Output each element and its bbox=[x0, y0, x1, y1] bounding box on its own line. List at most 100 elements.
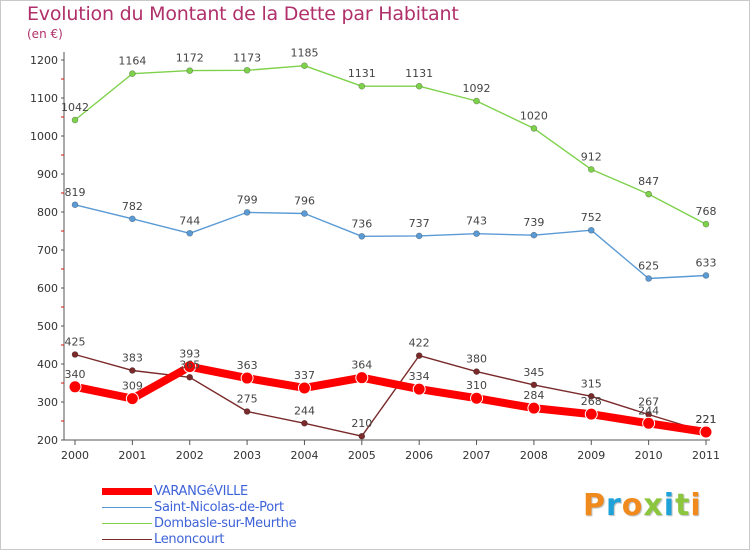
data-point bbox=[642, 416, 656, 430]
data-point bbox=[129, 367, 136, 374]
data-point bbox=[186, 229, 194, 237]
data-label: 221 bbox=[696, 413, 717, 426]
data-point bbox=[71, 116, 79, 124]
y-axis-unit: (en €) bbox=[27, 27, 63, 41]
data-label: 737 bbox=[409, 217, 430, 230]
x-tick-label: 2003 bbox=[233, 449, 261, 462]
legend-label: VARANGéVILLE bbox=[154, 484, 248, 499]
data-point bbox=[301, 419, 308, 427]
logo-letter: t bbox=[675, 488, 691, 523]
data-point bbox=[527, 401, 541, 415]
series-line-2 bbox=[74, 64, 707, 225]
data-label: 1131 bbox=[405, 67, 433, 80]
data-label: 752 bbox=[581, 211, 602, 224]
data-label: 1185 bbox=[290, 47, 318, 60]
logo-letter: P bbox=[583, 488, 606, 523]
data-label: 364 bbox=[351, 359, 372, 372]
data-label: 221 bbox=[696, 413, 717, 426]
data-point bbox=[530, 125, 538, 132]
data-point bbox=[297, 381, 311, 395]
data-label: 1092 bbox=[463, 82, 491, 95]
y-tick-label: 600 bbox=[37, 282, 58, 295]
data-point bbox=[699, 425, 713, 439]
data-label: 1164 bbox=[118, 55, 146, 68]
data-label: 345 bbox=[523, 366, 544, 379]
data-point bbox=[183, 360, 197, 374]
x-tick-label: 2009 bbox=[577, 449, 605, 462]
proxiti-logo: Proxiti bbox=[583, 488, 702, 523]
data-point bbox=[301, 62, 308, 69]
data-point bbox=[415, 352, 423, 359]
data-label: 1020 bbox=[520, 109, 548, 122]
x-tick-label: 2010 bbox=[635, 449, 663, 462]
legend-swatch bbox=[102, 539, 152, 540]
y-tick-label: 300 bbox=[37, 396, 58, 409]
x-tick-label: 2005 bbox=[348, 449, 376, 462]
data-label: 799 bbox=[237, 193, 258, 206]
data-point bbox=[68, 380, 82, 394]
legend-swatch bbox=[102, 523, 152, 524]
legend-label: Saint-Nicolas-de-Port bbox=[154, 500, 284, 515]
data-label: 393 bbox=[179, 348, 200, 361]
data-point bbox=[129, 70, 136, 77]
data-point bbox=[412, 382, 426, 396]
chart-title: Evolution du Montant de la Dette par Hab… bbox=[27, 3, 459, 25]
y-tick-label: 700 bbox=[37, 244, 58, 257]
logo-letter: o bbox=[621, 488, 644, 523]
data-point bbox=[186, 67, 194, 74]
data-label: 337 bbox=[294, 369, 315, 382]
data-label: 768 bbox=[696, 205, 717, 218]
series-line-1 bbox=[74, 204, 707, 280]
data-point bbox=[358, 82, 366, 90]
data-label: 633 bbox=[696, 256, 717, 269]
data-label: 782 bbox=[122, 200, 143, 213]
data-point bbox=[473, 97, 480, 105]
data-point bbox=[71, 201, 79, 209]
data-label: 380 bbox=[466, 353, 487, 366]
data-label: 310 bbox=[466, 379, 487, 392]
data-point bbox=[530, 231, 538, 239]
data-label: 744 bbox=[179, 214, 200, 227]
y-tick-label: 500 bbox=[37, 320, 58, 333]
data-point bbox=[645, 275, 652, 282]
x-tick-label: 2001 bbox=[118, 449, 146, 462]
data-label: 267 bbox=[638, 396, 659, 409]
logo-letter: x bbox=[643, 488, 664, 523]
data-point bbox=[243, 209, 251, 216]
data-point bbox=[358, 233, 366, 240]
data-label: 739 bbox=[523, 216, 544, 229]
data-label: 309 bbox=[122, 380, 143, 393]
data-point bbox=[702, 272, 710, 279]
logo-letter: i bbox=[663, 488, 676, 523]
x-tick-label: 2011 bbox=[692, 449, 720, 462]
data-label: 315 bbox=[581, 377, 602, 390]
data-point bbox=[243, 408, 251, 415]
series-line-0 bbox=[71, 362, 710, 436]
data-label: 847 bbox=[638, 175, 659, 188]
data-label: 819 bbox=[65, 186, 86, 199]
data-label: 383 bbox=[122, 351, 143, 364]
data-point bbox=[355, 371, 369, 385]
y-tick-label: 400 bbox=[37, 358, 58, 371]
data-label: 244 bbox=[294, 404, 315, 417]
data-point bbox=[243, 66, 251, 74]
data-label: 284 bbox=[523, 389, 544, 402]
data-point bbox=[584, 407, 598, 421]
data-label: 1173 bbox=[233, 51, 261, 64]
data-point bbox=[473, 368, 480, 375]
data-point bbox=[645, 190, 652, 198]
data-label: 425 bbox=[65, 336, 86, 349]
data-label: 268 bbox=[581, 395, 602, 408]
data-point bbox=[240, 371, 254, 385]
data-label: 340 bbox=[65, 368, 86, 381]
data-point bbox=[71, 351, 79, 358]
x-tick-label: 2007 bbox=[463, 449, 491, 462]
data-label: 365 bbox=[179, 358, 200, 371]
legend-swatch bbox=[102, 488, 152, 495]
y-tick-label: 800 bbox=[37, 206, 58, 219]
legend-label: Lenoncourt bbox=[154, 532, 225, 547]
data-point bbox=[129, 215, 136, 223]
data-label: 275 bbox=[237, 393, 258, 406]
data-label: 334 bbox=[409, 370, 430, 383]
